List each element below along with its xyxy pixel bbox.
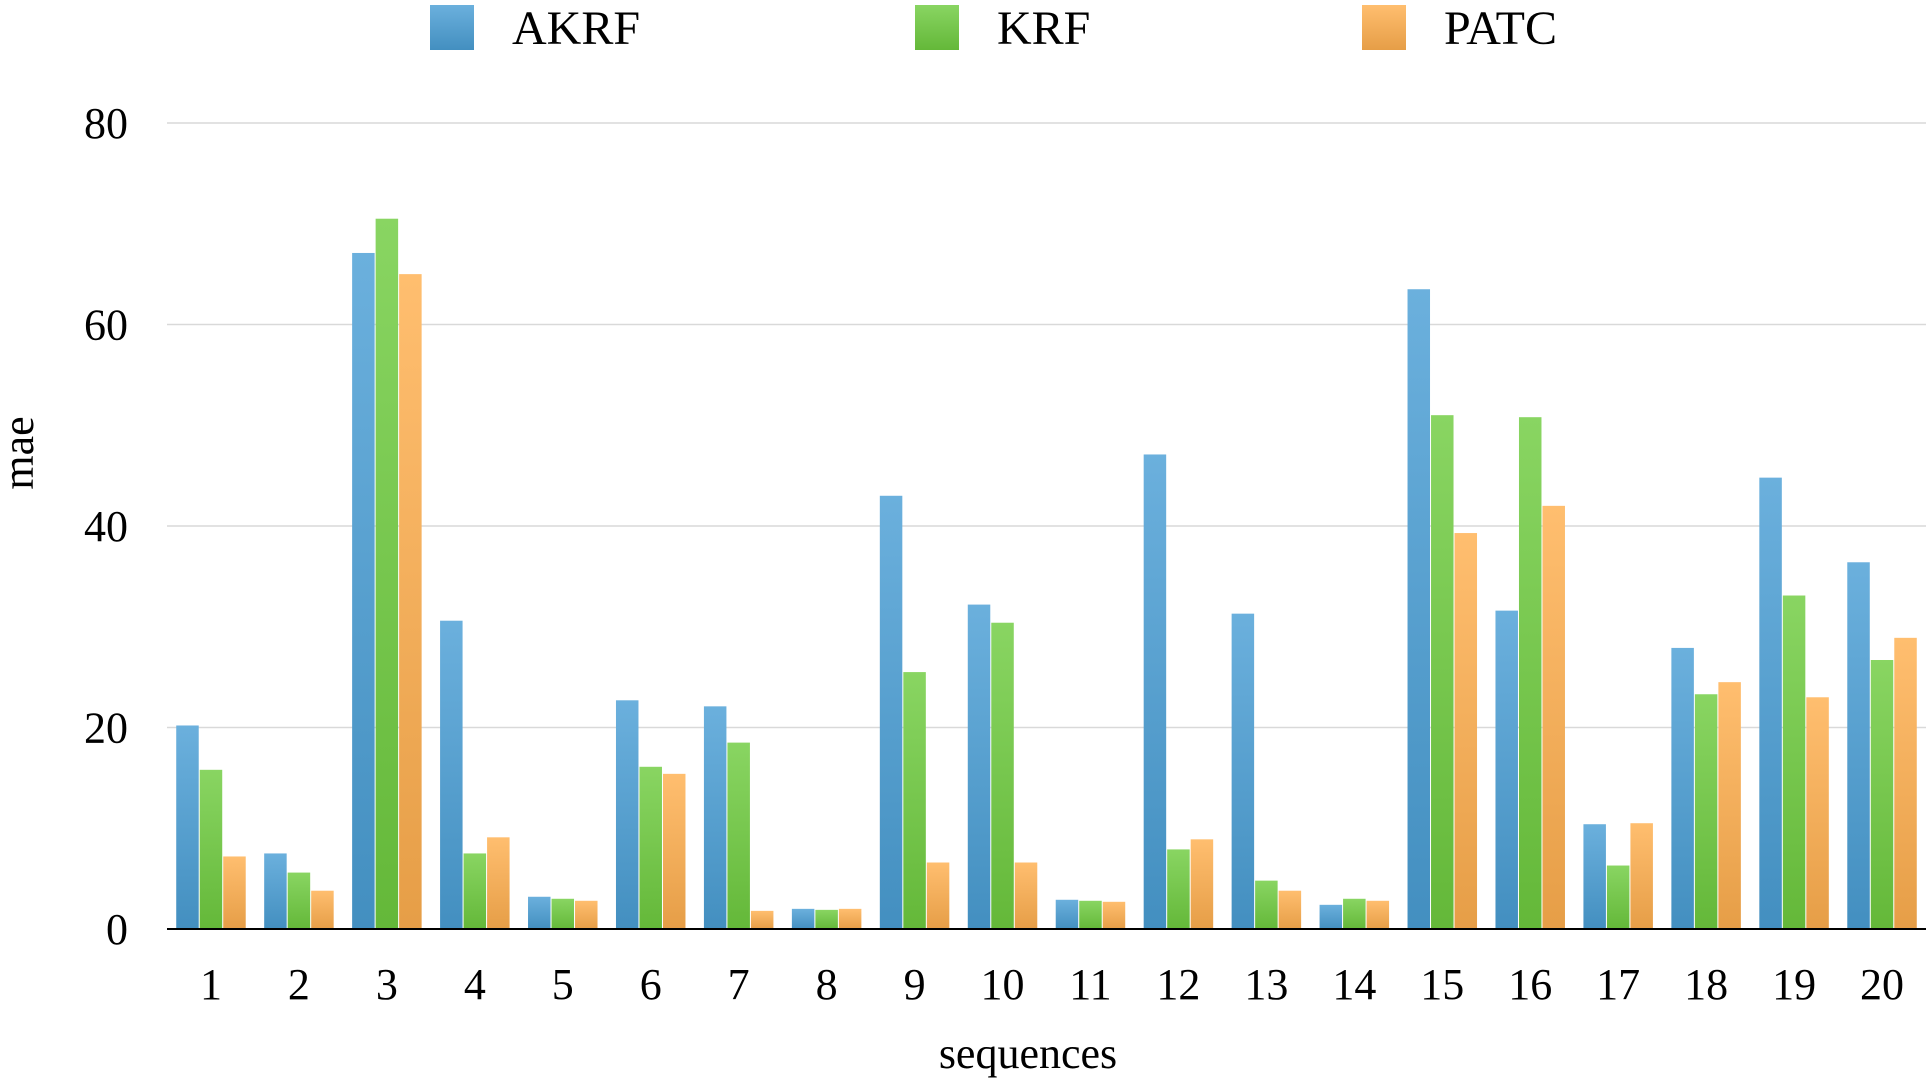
- bar-akrf-seq-1: [176, 725, 199, 929]
- bar-patc-seq-4: [487, 837, 510, 929]
- bar-krf-seq-6: [639, 766, 662, 929]
- legend-swatch-krf: [915, 5, 959, 50]
- bar-akrf-seq-7: [703, 706, 727, 929]
- bar-akrf-seq-10: [967, 604, 991, 929]
- x-axis-label: sequences: [939, 1029, 1117, 1078]
- bar-krf-seq-16: [1518, 417, 1542, 929]
- bar-krf-seq-4: [463, 853, 487, 929]
- bar-akrf-seq-9: [879, 495, 903, 929]
- bar-patc-seq-9: [926, 862, 950, 929]
- bar-krf-seq-19: [1782, 595, 1806, 929]
- x-tick-label: 1: [200, 960, 222, 1009]
- bar-patc-seq-1: [223, 856, 246, 929]
- y-tick-label: 80: [84, 99, 128, 148]
- bar-krf-seq-9: [903, 672, 926, 929]
- bar-akrf-seq-3: [352, 252, 375, 929]
- bar-patc-seq-14: [1366, 900, 1390, 929]
- bar-patc-seq-20: [1894, 637, 1917, 929]
- x-tick-label: 18: [1684, 960, 1728, 1009]
- bar-patc-seq-8: [838, 908, 862, 929]
- x-tick-label: 8: [816, 960, 838, 1009]
- gridlines: [167, 122, 1926, 729]
- bar-akrf-seq-6: [615, 700, 639, 929]
- bar-patc-seq-5: [575, 900, 598, 929]
- bar-akrf-seq-5: [528, 896, 551, 929]
- bar-patc-seq-2: [311, 890, 334, 929]
- bar-akrf-seq-19: [1759, 477, 1782, 929]
- bar-krf-seq-10: [991, 622, 1014, 929]
- legend-label-patc: PATC: [1444, 2, 1557, 55]
- y-tick-label: 20: [84, 704, 128, 753]
- x-tick-label: 11: [1069, 960, 1111, 1009]
- bar-krf-seq-7: [727, 742, 750, 929]
- bar-krf-seq-3: [375, 218, 399, 929]
- y-tick-label: 40: [84, 502, 128, 551]
- x-tick-label: 12: [1156, 960, 1200, 1009]
- bar-patc-seq-18: [1718, 682, 1741, 929]
- bar-krf-seq-1: [199, 769, 223, 929]
- x-tick-label: 4: [464, 960, 486, 1009]
- bar-akrf-seq-4: [440, 620, 463, 929]
- bar-krf-seq-17: [1606, 865, 1630, 929]
- bar-patc-seq-6: [662, 773, 686, 929]
- bar-akrf-seq-2: [264, 853, 287, 929]
- bar-krf-seq-5: [551, 898, 575, 929]
- legend-label-krf: KRF: [997, 2, 1090, 55]
- legend-swatch-akrf: [430, 5, 474, 50]
- bar-patc-seq-13: [1278, 890, 1302, 929]
- bar-patc-seq-19: [1806, 697, 1829, 929]
- legend: AKRF KRF PATC: [430, 2, 1557, 55]
- x-tick-labels: 1 2 3 4 5 6 7 8 9 10 11 12 13 14 15 16 17 18 19 20: [200, 960, 1904, 1009]
- y-axis-label: mae: [0, 416, 43, 489]
- bar-krf-seq-8: [815, 909, 838, 929]
- bar-akrf-seq-13: [1231, 613, 1255, 929]
- bar-patc-seq-16: [1542, 505, 1565, 929]
- bar-patc-seq-7: [750, 910, 774, 929]
- bars: [176, 218, 1917, 929]
- x-tick-label: 20: [1860, 960, 1904, 1009]
- legend-swatch-patc: [1362, 5, 1406, 50]
- x-tick-label: 13: [1244, 960, 1288, 1009]
- x-tick-label: 14: [1332, 960, 1376, 1009]
- x-tick-label: 16: [1508, 960, 1552, 1009]
- bar-akrf-seq-14: [1319, 904, 1343, 929]
- bar-akrf-seq-17: [1583, 824, 1606, 929]
- x-tick-label: 15: [1420, 960, 1464, 1009]
- bar-patc-seq-3: [399, 274, 422, 929]
- bar-krf-seq-14: [1343, 898, 1366, 929]
- bar-akrf-seq-16: [1495, 610, 1518, 929]
- bar-patc-seq-10: [1014, 862, 1038, 929]
- legend-label-akrf: AKRF: [512, 2, 640, 55]
- bar-patc-seq-12: [1190, 839, 1214, 929]
- bar-krf-seq-15: [1431, 415, 1454, 929]
- bar-patc-seq-15: [1454, 533, 1478, 929]
- x-tick-label: 9: [904, 960, 926, 1009]
- x-tick-label: 7: [728, 960, 750, 1009]
- x-tick-label: 6: [640, 960, 662, 1009]
- bar-krf-seq-20: [1870, 659, 1894, 929]
- bar-krf-seq-2: [287, 872, 311, 929]
- bar-krf-seq-13: [1255, 880, 1278, 929]
- x-tick-label: 17: [1596, 960, 1640, 1009]
- bar-akrf-seq-15: [1407, 289, 1431, 929]
- x-tick-label: 2: [288, 960, 310, 1009]
- y-tick-label: 60: [84, 301, 128, 350]
- bar-akrf-seq-20: [1847, 562, 1870, 929]
- y-tick-labels: 0 20 40 60 80: [84, 99, 128, 954]
- bar-krf-seq-12: [1167, 849, 1190, 929]
- bar-krf-seq-18: [1694, 694, 1718, 929]
- bar-krf-seq-11: [1079, 900, 1102, 929]
- x-tick-label: 19: [1772, 960, 1816, 1009]
- bar-akrf-seq-11: [1055, 899, 1079, 929]
- bar-akrf-seq-8: [791, 908, 815, 929]
- y-tick-label: 0: [106, 905, 128, 954]
- x-tick-label: 5: [552, 960, 574, 1009]
- x-tick-label: 10: [981, 960, 1025, 1009]
- bar-akrf-seq-18: [1671, 647, 1694, 929]
- bar-patc-seq-17: [1630, 823, 1653, 929]
- bar-patc-seq-11: [1102, 901, 1126, 929]
- bar-akrf-seq-12: [1143, 454, 1167, 929]
- x-tick-label: 3: [376, 960, 398, 1009]
